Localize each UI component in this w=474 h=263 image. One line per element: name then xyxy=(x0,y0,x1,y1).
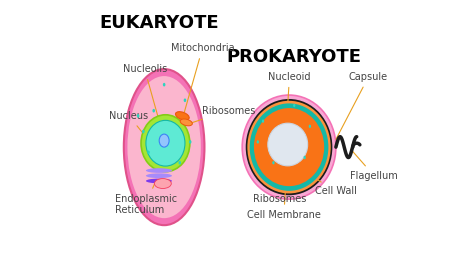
Ellipse shape xyxy=(153,109,155,113)
Ellipse shape xyxy=(155,179,171,189)
Ellipse shape xyxy=(250,103,328,191)
Text: Ribosomes: Ribosomes xyxy=(191,106,255,123)
Ellipse shape xyxy=(256,140,259,144)
Ellipse shape xyxy=(175,112,189,120)
Text: Cell Membrane: Cell Membrane xyxy=(247,177,321,220)
Text: Mitochondria: Mitochondria xyxy=(171,43,234,112)
Text: Ribosomes: Ribosomes xyxy=(253,168,306,204)
Ellipse shape xyxy=(178,161,181,165)
Ellipse shape xyxy=(159,134,169,147)
Ellipse shape xyxy=(242,95,336,199)
Ellipse shape xyxy=(268,123,308,166)
Ellipse shape xyxy=(272,161,274,164)
Ellipse shape xyxy=(247,101,331,193)
Text: Nucleus: Nucleus xyxy=(109,111,149,140)
Ellipse shape xyxy=(293,104,295,107)
Ellipse shape xyxy=(163,83,165,87)
Ellipse shape xyxy=(128,76,201,218)
Ellipse shape xyxy=(146,120,185,166)
Ellipse shape xyxy=(141,115,190,172)
Text: Nucleoid: Nucleoid xyxy=(268,72,311,130)
Ellipse shape xyxy=(183,98,186,102)
Text: Nucleolis: Nucleolis xyxy=(122,64,167,132)
Text: Capsule: Capsule xyxy=(336,72,388,139)
Ellipse shape xyxy=(309,125,311,128)
Text: EUKARYOTE: EUKARYOTE xyxy=(99,14,219,32)
Text: PROKARYOTE: PROKARYOTE xyxy=(227,48,362,66)
Ellipse shape xyxy=(262,119,264,123)
Text: Cell Wall: Cell Wall xyxy=(303,171,357,196)
Ellipse shape xyxy=(146,179,172,183)
Ellipse shape xyxy=(146,168,172,173)
Ellipse shape xyxy=(147,150,150,154)
Ellipse shape xyxy=(189,140,191,144)
Ellipse shape xyxy=(124,69,204,225)
Text: Flagellum: Flagellum xyxy=(350,149,398,181)
Text: Endoplasmic
Reticulum: Endoplasmic Reticulum xyxy=(115,182,177,215)
Ellipse shape xyxy=(142,130,145,133)
Ellipse shape xyxy=(303,156,306,159)
Ellipse shape xyxy=(180,119,192,126)
Ellipse shape xyxy=(146,173,172,178)
Ellipse shape xyxy=(137,114,139,118)
Ellipse shape xyxy=(254,108,324,186)
Ellipse shape xyxy=(246,99,332,195)
